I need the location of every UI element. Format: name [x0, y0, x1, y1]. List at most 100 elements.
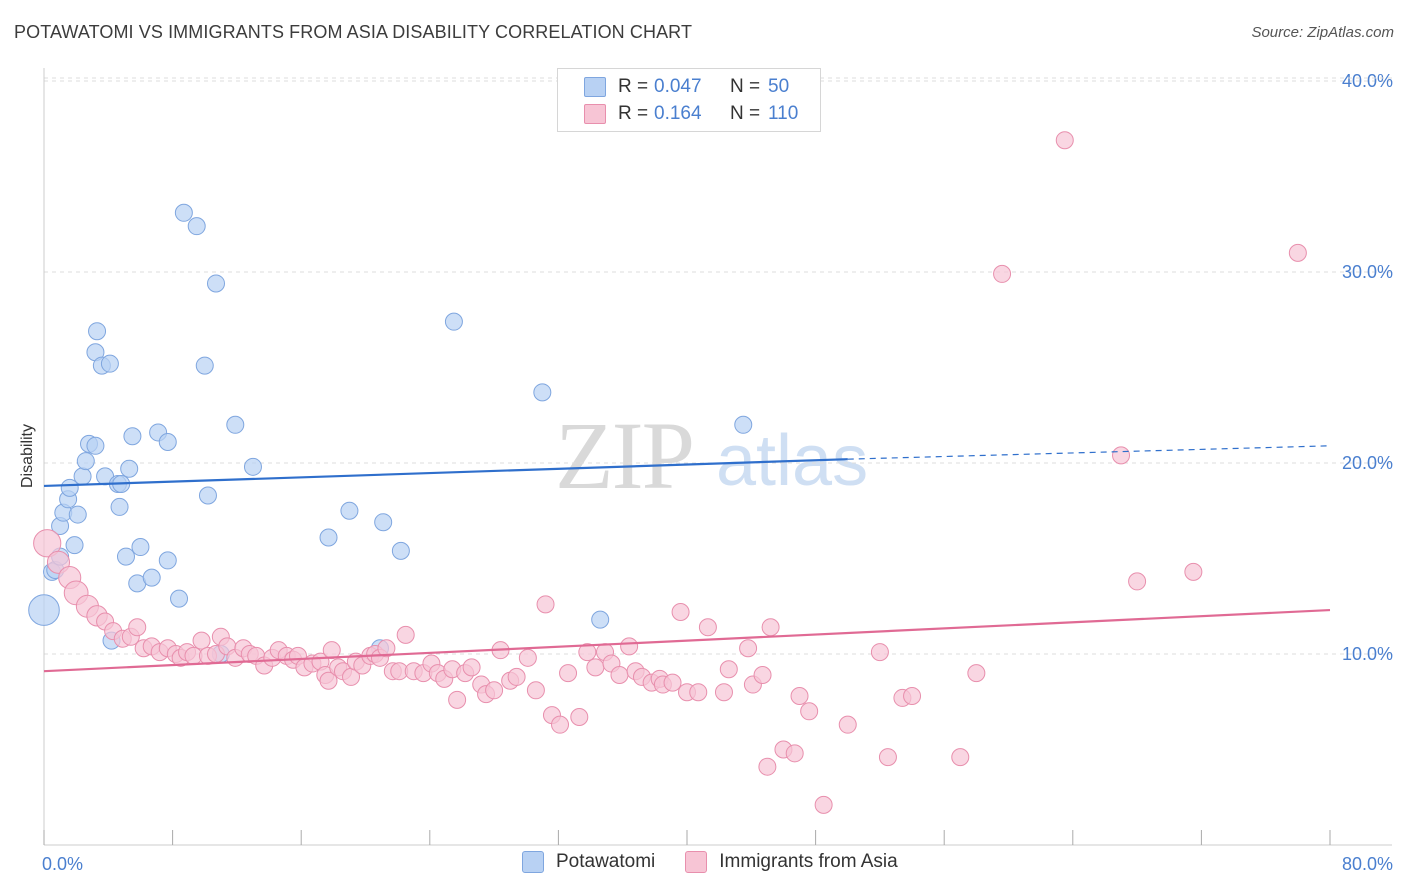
- potawatomi-point: [116, 547, 135, 566]
- potawatomi-point: [533, 383, 552, 402]
- potawatomi-point: [207, 274, 226, 293]
- immigrants-asia-point: [377, 639, 396, 658]
- legend-r-value: 0.164: [654, 103, 702, 124]
- series-label-potawatomi: Potawatomi: [556, 851, 656, 872]
- immigrants-asia-point: [993, 264, 1012, 283]
- potawatomi-point: [198, 486, 217, 505]
- potawatomi-point: [110, 497, 129, 516]
- legend-row-immigrants-asia: R = 0.164 N = 110: [584, 102, 798, 126]
- potawatomi-point: [374, 513, 393, 532]
- potawatomi-point: [195, 356, 214, 375]
- potawatomi-point: [319, 528, 338, 547]
- potawatomi-point: [187, 217, 206, 236]
- immigrants-asia-point: [838, 715, 857, 734]
- y-tick-label: 10.0%: [1342, 644, 1393, 664]
- immigrants-asia-point: [322, 641, 341, 660]
- immigrants-asia-point: [620, 637, 639, 656]
- immigrants-asia-point: [785, 744, 804, 763]
- immigrants-asia-point: [33, 529, 62, 558]
- potawatomi-point: [86, 436, 105, 455]
- immigrants-asia-point: [870, 643, 889, 662]
- legend-n-value: 50: [768, 76, 790, 97]
- immigrants-asia-point: [1128, 572, 1147, 591]
- immigrants-asia-point: [698, 618, 717, 637]
- legend-r-value: 0.047: [654, 76, 702, 97]
- immigrants-asia-point: [518, 648, 537, 667]
- immigrants-asia-point: [719, 660, 738, 679]
- legend-swatch-potawatomi: [584, 77, 606, 97]
- potawatomi-point: [340, 501, 359, 520]
- series-legend: Potawatomi Immigrants from Asia: [522, 851, 928, 873]
- immigrants-asia-point: [689, 683, 708, 702]
- series-label-immigrants-asia: Immigrants from Asia: [719, 851, 898, 872]
- legend-swatch-immigrants-asia: [584, 104, 606, 124]
- immigrants-asia-point: [610, 666, 629, 685]
- immigrants-asia-point: [536, 595, 555, 614]
- potawatomi-point: [65, 536, 84, 555]
- watermark-zip: ZIP: [555, 402, 695, 509]
- legend-n-label: N =: [730, 76, 761, 97]
- potawatomi-trendline-extension: [847, 445, 1331, 460]
- immigrants-asia-point: [800, 702, 819, 721]
- potawatomi-point: [158, 432, 177, 451]
- potawatomi-point: [60, 478, 79, 497]
- immigrants-asia-point: [462, 658, 481, 677]
- potawatomi-point: [76, 452, 95, 471]
- potawatomi-point: [68, 505, 87, 524]
- potawatomi-point: [226, 415, 245, 434]
- potawatomi-point: [444, 312, 463, 331]
- immigrants-asia-point: [485, 681, 504, 700]
- legend-r-label: R =: [618, 76, 649, 97]
- immigrants-asia-point: [753, 666, 772, 685]
- immigrants-asia-point: [967, 664, 986, 683]
- immigrants-asia-point: [586, 658, 605, 677]
- immigrants-asia-point: [570, 708, 589, 727]
- legend-n-value: 110: [768, 103, 799, 124]
- immigrants-asia-point: [396, 625, 415, 644]
- immigrants-asia-point: [507, 667, 526, 686]
- potawatomi-point: [131, 538, 150, 557]
- potawatomi-point: [391, 541, 410, 560]
- stats-legend: R = 0.047 N = 50 R = 0.164 N = 110: [557, 68, 821, 132]
- chart-title: POTAWATOMI VS IMMIGRANTS FROM ASIA DISAB…: [14, 22, 693, 42]
- immigrants-asia-point: [1112, 446, 1131, 465]
- legend-row-potawatomi: R = 0.047 N = 50: [584, 75, 789, 99]
- potawatomi-point: [28, 594, 60, 626]
- potawatomi-point: [100, 354, 119, 373]
- potawatomi-point: [158, 551, 177, 570]
- series-legend-potawatomi[interactable]: Potawatomi: [522, 851, 655, 873]
- x-tick-label: 80.0%: [1342, 854, 1393, 874]
- potawatomi-point: [243, 457, 262, 476]
- immigrants-asia-point: [1055, 131, 1074, 150]
- series-swatch-immigrants-asia: [685, 851, 708, 873]
- y-tick-label: 20.0%: [1342, 453, 1393, 473]
- immigrants-asia-point: [526, 681, 545, 700]
- potawatomi-point: [174, 203, 193, 222]
- immigrants-asia-point: [559, 664, 578, 683]
- immigrants-asia-point: [128, 618, 147, 637]
- immigrants-asia-point: [551, 715, 570, 734]
- immigrants-asia-point: [814, 795, 833, 814]
- immigrants-asia-point: [578, 643, 597, 662]
- legend-n-label: N =: [730, 103, 761, 124]
- potawatomi-point: [73, 467, 92, 486]
- potawatomi-point: [734, 415, 753, 434]
- y-tick-label: 30.0%: [1342, 262, 1393, 282]
- immigrants-asia-point: [790, 687, 809, 706]
- potawatomi-point: [88, 322, 107, 341]
- immigrants-asia-point: [1288, 243, 1307, 262]
- immigrants-asia-trendline: [43, 608, 1331, 673]
- potawatomi-point: [170, 589, 189, 608]
- immigrants-asia-point: [761, 618, 780, 637]
- immigrants-asia-point: [903, 687, 922, 706]
- immigrants-asia-point: [448, 690, 467, 709]
- immigrants-asia-point: [758, 757, 777, 776]
- series-legend-immigrants-asia[interactable]: Immigrants from Asia: [685, 851, 898, 873]
- potawatomi-trendline: [43, 458, 848, 488]
- potawatomi-point: [591, 610, 610, 629]
- immigrants-asia-point: [951, 748, 970, 767]
- immigrants-asia-point: [319, 671, 338, 690]
- immigrants-asia-point: [714, 683, 733, 702]
- immigrants-asia-point: [192, 631, 211, 650]
